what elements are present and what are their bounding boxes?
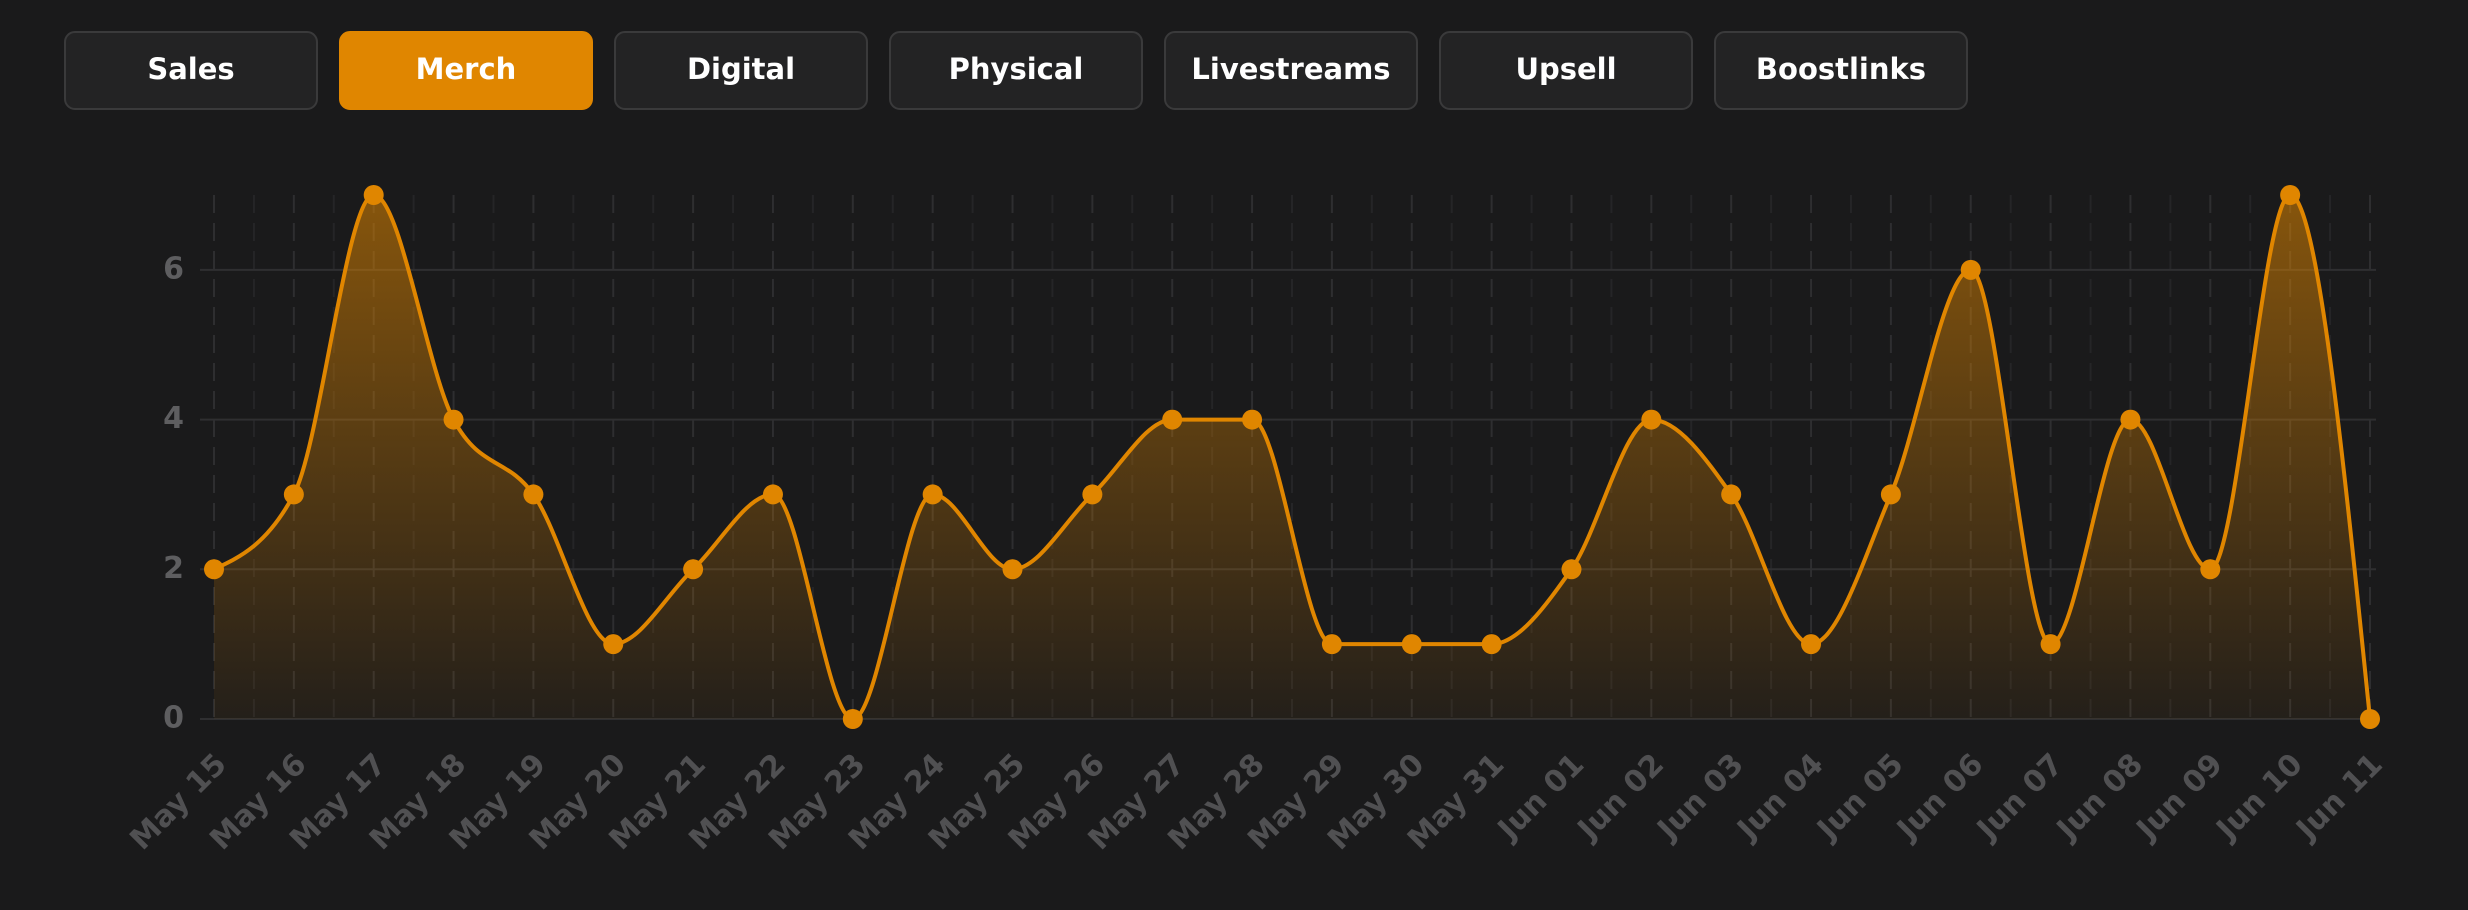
data-point xyxy=(283,484,304,505)
tab-label[interactable]: Merch xyxy=(416,52,517,86)
data-point xyxy=(1721,484,1742,505)
data-point xyxy=(1561,559,1582,580)
data-point xyxy=(1401,634,1422,655)
data-point xyxy=(443,409,464,430)
y-tick-label: 6 xyxy=(163,251,184,286)
tab-button[interactable] xyxy=(339,31,593,110)
data-point xyxy=(842,709,863,729)
data-point xyxy=(2280,185,2301,205)
data-point xyxy=(1321,634,1342,655)
data-point xyxy=(1002,559,1023,580)
tab[interactable]: Physical xyxy=(889,31,1143,110)
tab-label[interactable]: Digital xyxy=(687,52,795,86)
tab-label[interactable]: Physical xyxy=(949,52,1084,86)
data-point xyxy=(523,484,544,505)
data-point xyxy=(683,559,704,580)
data-point xyxy=(1641,409,1662,430)
tab-button[interactable] xyxy=(64,31,318,110)
data-point xyxy=(2200,559,2221,580)
data-point xyxy=(1481,634,1502,655)
data-point xyxy=(762,484,783,505)
data-point xyxy=(204,559,224,580)
tab-button[interactable] xyxy=(1164,31,1418,110)
data-point xyxy=(2360,709,2380,729)
data-point xyxy=(1242,409,1263,430)
data-point xyxy=(603,634,624,655)
data-point xyxy=(1082,484,1103,505)
line xyxy=(213,192,2372,722)
tab-label[interactable]: Upsell xyxy=(1515,52,1616,86)
tab-button[interactable] xyxy=(1714,31,1968,110)
y-tick-label: 2 xyxy=(163,551,184,586)
tab-label[interactable]: Livestreams xyxy=(1191,52,1390,86)
tab[interactable]: Boostlinks xyxy=(1714,31,1968,110)
data-point xyxy=(363,185,384,205)
tab[interactable]: Digital xyxy=(614,31,868,110)
y-tick-label: 4 xyxy=(163,401,184,436)
data-point xyxy=(2040,634,2061,655)
tab-button[interactable] xyxy=(614,31,868,110)
tab[interactable]: Merch xyxy=(339,31,593,110)
data-point xyxy=(1801,634,1822,655)
tab[interactable]: Upsell xyxy=(1439,31,1693,110)
data-point xyxy=(922,484,943,505)
tab-button[interactable] xyxy=(1439,31,1693,110)
tab-label[interactable]: Sales xyxy=(147,52,234,86)
tab[interactable]: Livestreams xyxy=(1164,31,1418,110)
data-point xyxy=(1880,484,1901,505)
area xyxy=(214,195,2370,719)
tab-label[interactable]: Boostlinks xyxy=(1756,52,1926,86)
data-point xyxy=(2120,409,2141,430)
data-point xyxy=(1162,409,1183,430)
tab-button[interactable] xyxy=(889,31,1143,110)
data-point xyxy=(1960,259,1981,280)
tab[interactable]: Sales xyxy=(64,31,318,110)
y-tick-label: 0 xyxy=(163,701,184,736)
